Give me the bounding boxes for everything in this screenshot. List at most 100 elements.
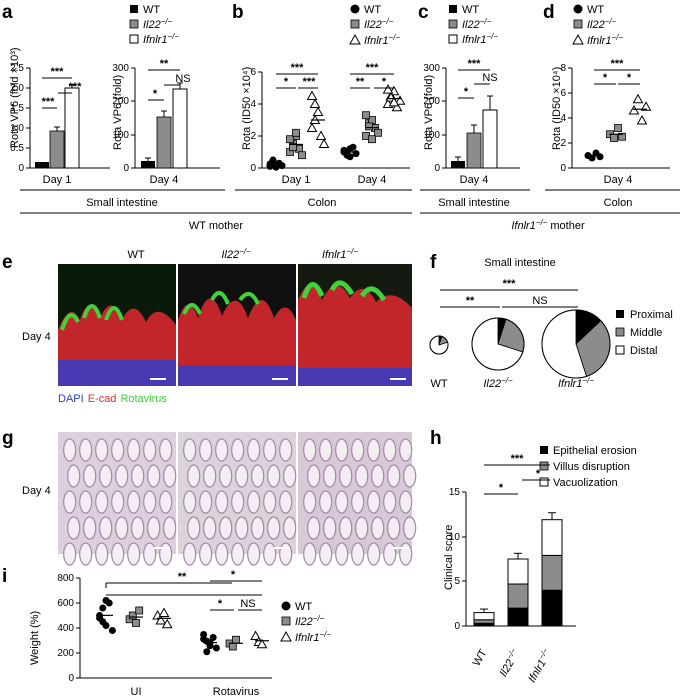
panel-label-f: f (430, 252, 437, 273)
point-b (394, 95, 406, 105)
svg-text:**: ** (178, 571, 187, 583)
svg-text:*: * (284, 76, 289, 88)
chart-b: Rota (ID50 ×10⁴) 0 2 4 6 Day 1 Day 4 ***… (241, 62, 410, 186)
ytick-a1-0: 0 (18, 163, 24, 174)
panel-label-d: d (543, 2, 555, 23)
panel-label-i: i (2, 566, 7, 587)
svg-text:400: 400 (57, 623, 74, 634)
point-i (232, 635, 240, 644)
point-i (135, 606, 144, 615)
legend-il22-a: Il22−/− (143, 17, 173, 31)
svg-text:**: ** (466, 295, 475, 307)
chart-c: Rota VP6 (fold) 0 100 200 300 Day 4 *** … (423, 58, 520, 186)
sig-a1-3: *** (42, 96, 56, 108)
svg-text:WT: WT (587, 4, 604, 16)
point-b (298, 151, 306, 160)
chart-f-pies (429, 309, 611, 379)
svg-text:Rotavirus: Rotavirus (213, 686, 260, 698)
svg-text:Day 1: Day 1 (282, 174, 311, 186)
svg-text:Ifnlr1−/−: Ifnlr1−/− (295, 630, 331, 644)
point-i (128, 611, 137, 620)
sig-a1-2: *** (69, 81, 83, 93)
point-b (362, 111, 370, 120)
svg-text:***: *** (611, 58, 625, 70)
svg-text:Ifnlr1−/−: Ifnlr1−/− (587, 33, 623, 47)
svg-text:*: * (499, 482, 504, 494)
legend-b: WT Il22−/− Ifnlr1−/− (349, 4, 400, 47)
point-i (250, 630, 261, 640)
ytick-a2-3: 300 (112, 63, 129, 74)
svg-text:Il22−/−: Il22−/− (221, 247, 251, 261)
xlabel-a1: Day 1 (43, 174, 72, 186)
svg-text:0: 0 (250, 163, 256, 174)
svg-text:200: 200 (57, 648, 74, 659)
point-d (596, 153, 604, 161)
svg-text:***: *** (511, 453, 525, 465)
ytick-a1-5: 2.5 (10, 63, 24, 74)
point-b (309, 98, 321, 108)
label-day4-e: Day 4 (22, 331, 51, 343)
svg-text:*: * (603, 72, 608, 84)
panel-label-a: a (2, 2, 13, 23)
svg-text:5: 5 (454, 576, 460, 587)
svg-text:8: 8 (560, 63, 566, 74)
point-d (614, 124, 622, 132)
svg-text:UI: UI (131, 686, 142, 698)
point-i (99, 618, 107, 626)
svg-text:Villus disruption: Villus disruption (553, 461, 630, 473)
svg-text:**: ** (160, 58, 169, 70)
point-d (610, 134, 618, 142)
ytick-a2-0: 0 (123, 163, 129, 174)
svg-text:Vacuolization: Vacuolization (553, 477, 618, 489)
point-i (102, 597, 110, 604)
panel-label-e: e (2, 252, 13, 273)
legend-h: Epithelial erosion Villus disruption Vac… (539, 445, 637, 489)
point-d (632, 93, 644, 104)
point-i (212, 644, 220, 652)
panel-label-c: c (418, 2, 429, 23)
bar-h-segment (507, 583, 529, 609)
svg-text:Ifnlr1−/−: Ifnlr1−/− (558, 376, 594, 390)
point-i (132, 619, 140, 627)
group-colon-d: Colon (604, 197, 633, 209)
point-b (292, 128, 300, 137)
svg-text:15: 15 (449, 487, 461, 498)
panel-label-b: b (232, 2, 244, 23)
ytick-a1-3: 1.5 (10, 103, 24, 114)
svg-text:Il22−/−: Il22−/− (496, 646, 523, 679)
svg-text:Ifnlr1−/−: Ifnlr1−/− (364, 33, 400, 47)
svg-text:Day 4: Day 4 (22, 485, 51, 497)
svg-text:*: * (536, 468, 541, 480)
ylabel-a1: Rota VP6 (fold ×10³) (9, 47, 21, 148)
svg-text:Weight (%): Weight (%) (29, 611, 41, 665)
panel-label-h: h (430, 428, 442, 449)
point-b (269, 156, 277, 164)
svg-text:***: *** (291, 62, 305, 74)
svg-text:200: 200 (423, 96, 440, 107)
legend-d: WT Il22−/− Ifnlr1−/− (572, 4, 623, 47)
svg-text:300: 300 (423, 63, 440, 74)
svg-text:Il22−/−: Il22−/− (462, 17, 492, 31)
point-i (108, 627, 116, 634)
svg-text:***: *** (303, 76, 317, 88)
svg-text:*: * (464, 86, 469, 98)
svg-text:Distal: Distal (630, 345, 658, 357)
svg-text:*: * (153, 88, 158, 100)
point-d (640, 101, 652, 111)
point-i (228, 642, 237, 651)
ytick-a1-1: 0.5 (10, 143, 24, 154)
svg-text:Middle: Middle (630, 327, 662, 339)
point-b (391, 101, 403, 112)
svg-text:*: * (231, 569, 236, 581)
point-b (278, 162, 286, 170)
chart-d-points (584, 93, 652, 162)
bar-a1-il22 (49, 130, 65, 169)
svg-text:Rota VP6 (fold): Rota VP6 (fold) (423, 75, 435, 150)
svg-text:Small intestine: Small intestine (484, 257, 556, 269)
point-b (306, 122, 318, 132)
ytick-a1-4: 2.0 (10, 83, 24, 94)
group-small-intestine-a: Small intestine (86, 197, 158, 209)
svg-text:Proximal: Proximal (630, 309, 673, 321)
point-b (312, 106, 324, 116)
